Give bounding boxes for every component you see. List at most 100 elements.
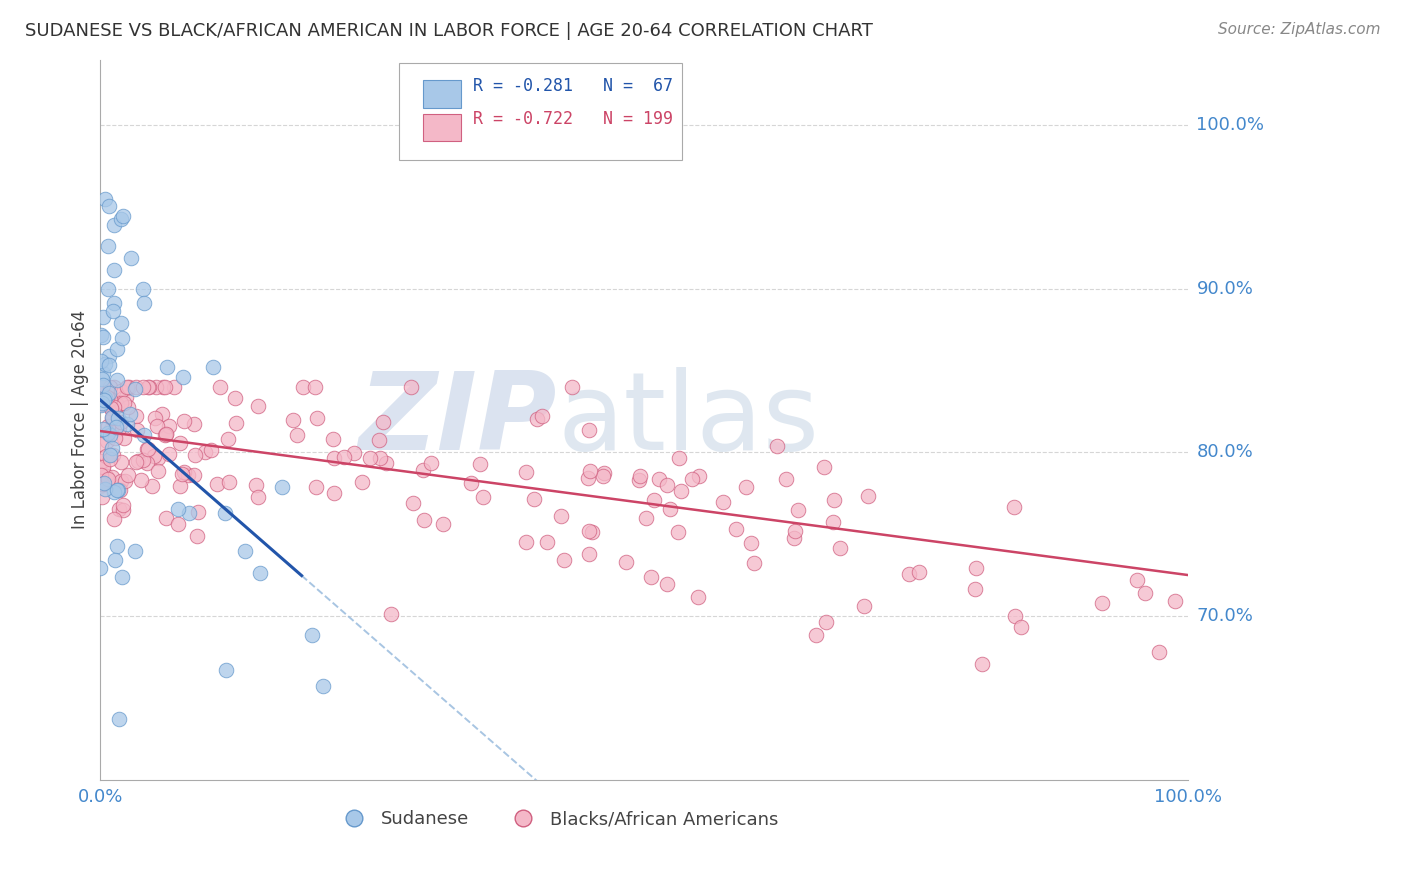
Point	[98, 398, 121, 412]
Point	[312, 679, 335, 693]
Point	[246, 399, 269, 413]
Point	[815, 615, 838, 630]
Point	[105, 373, 128, 387]
Point	[101, 411, 124, 425]
Point	[98, 448, 121, 462]
Point	[103, 484, 125, 499]
Point	[138, 380, 160, 394]
Bar	[423, 113, 461, 141]
Bar	[423, 80, 461, 108]
Point	[179, 507, 201, 521]
Point	[217, 432, 239, 446]
Point	[307, 411, 329, 425]
Point	[136, 456, 159, 470]
Point	[155, 380, 177, 394]
Text: R = -0.722   N = 199: R = -0.722 N = 199	[474, 111, 673, 128]
Point	[101, 410, 124, 425]
Point	[94, 482, 117, 496]
Point	[107, 411, 129, 425]
Point	[1091, 596, 1114, 610]
Point	[141, 479, 163, 493]
Point	[127, 454, 149, 468]
Point	[965, 561, 987, 575]
Point	[215, 663, 238, 677]
Point	[100, 401, 122, 415]
Point	[468, 457, 491, 471]
Point	[110, 474, 132, 488]
Point	[125, 423, 148, 437]
Point	[648, 472, 671, 486]
Point	[145, 419, 167, 434]
Text: 70.0%: 70.0%	[1197, 607, 1253, 625]
Point	[401, 380, 423, 394]
Point	[813, 459, 835, 474]
Point	[108, 712, 131, 726]
Point	[94, 357, 117, 371]
Point	[359, 450, 381, 465]
Point	[214, 506, 236, 520]
Point	[292, 380, 315, 394]
Point	[91, 458, 114, 473]
Point	[735, 480, 758, 494]
Point	[173, 414, 195, 428]
Point	[775, 472, 797, 486]
Point	[101, 303, 124, 318]
Point	[112, 396, 135, 410]
Point	[432, 517, 454, 532]
Point	[104, 431, 127, 445]
Point	[460, 475, 482, 490]
Point	[136, 442, 159, 457]
Point	[115, 417, 138, 432]
Point	[636, 511, 658, 525]
Text: SUDANESE VS BLACK/AFRICAN AMERICAN IN LABOR FORCE | AGE 20-64 CORRELATION CHART: SUDANESE VS BLACK/AFRICAN AMERICAN IN LA…	[25, 22, 873, 40]
Point	[146, 464, 169, 478]
Point	[593, 466, 616, 480]
Point	[157, 447, 180, 461]
Point	[669, 483, 692, 498]
Text: ZIP: ZIP	[359, 367, 557, 473]
Point	[103, 296, 125, 310]
Point	[1004, 609, 1026, 624]
Point	[183, 417, 205, 431]
Point	[97, 350, 120, 364]
Point	[110, 415, 132, 429]
Point	[173, 465, 195, 479]
Point	[823, 515, 845, 529]
Point	[91, 422, 114, 436]
Point	[787, 503, 810, 517]
Point	[688, 468, 710, 483]
Point	[150, 408, 173, 422]
Point	[655, 478, 678, 492]
Point	[194, 445, 217, 459]
Point	[153, 428, 176, 442]
Point	[112, 503, 135, 517]
Point	[105, 400, 128, 414]
Point	[125, 380, 148, 394]
Point	[93, 459, 115, 474]
Point	[98, 386, 121, 401]
Point	[105, 420, 128, 434]
Point	[742, 556, 765, 570]
Point	[578, 524, 600, 539]
Point	[200, 443, 222, 458]
Point	[245, 478, 267, 492]
Point	[111, 569, 134, 583]
Point	[202, 359, 225, 374]
Point	[132, 282, 155, 296]
Point	[578, 547, 600, 561]
Point	[322, 485, 344, 500]
Point	[91, 454, 114, 468]
Point	[98, 451, 121, 466]
Point	[897, 567, 920, 582]
Point	[90, 397, 112, 411]
Point	[103, 400, 125, 414]
Point	[112, 431, 135, 445]
Point	[124, 544, 146, 558]
Point	[91, 380, 114, 394]
Point	[374, 456, 396, 470]
Point	[132, 380, 155, 394]
Point	[110, 316, 132, 330]
Point	[91, 310, 114, 325]
Point	[163, 380, 186, 394]
Point	[103, 263, 125, 277]
